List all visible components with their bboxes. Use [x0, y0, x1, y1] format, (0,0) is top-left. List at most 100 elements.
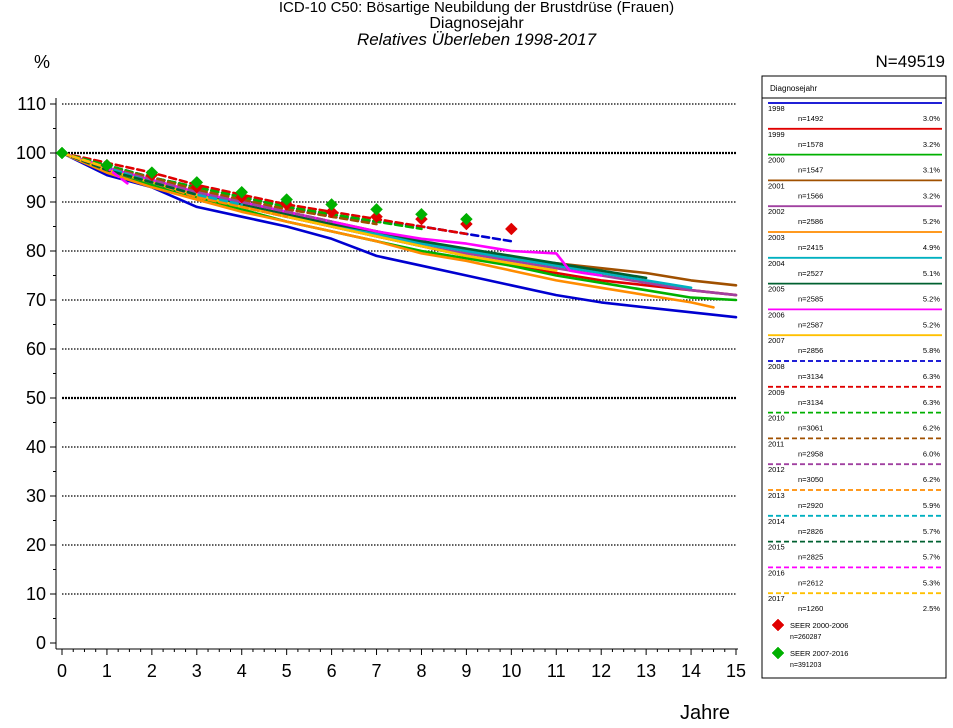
legend-count: n=2586	[798, 217, 823, 226]
chart-title-block: ICD-10 C50: Bösartige Neubildung der Bru…	[0, 0, 953, 48]
x-tick-label: 6	[327, 661, 337, 681]
seer-2007-2016-point	[415, 207, 428, 221]
y-tick-label: 0	[36, 633, 46, 653]
seer-markers	[55, 146, 518, 236]
legend-marker-count: n=260287	[790, 634, 821, 641]
seer-2000-2006-point	[504, 222, 518, 236]
legend-year: 2011	[768, 439, 784, 448]
legend-percent: 5.3%	[923, 578, 940, 587]
legend-count: n=2856	[798, 346, 823, 355]
y-tick-label: 50	[26, 388, 46, 408]
series-line-1998	[60, 151, 738, 319]
series-lines	[60, 151, 738, 319]
x-tick-label: 12	[591, 661, 611, 681]
legend-year: 2013	[768, 491, 785, 500]
legend-percent: 6.3%	[923, 398, 940, 407]
legend-marker-count: n=391203	[790, 662, 821, 669]
legend-percent: 5.2%	[923, 295, 940, 304]
y-axis-label: %	[34, 52, 51, 72]
legend-percent: 3.2%	[923, 191, 940, 200]
legend-count: n=2585	[798, 295, 823, 304]
legend-percent: 4.9%	[923, 243, 940, 252]
legend-count: n=2587	[798, 320, 823, 329]
total-count-label: N=49519	[875, 52, 945, 71]
x-tick-label: 15	[726, 661, 746, 681]
legend-year: 2002	[768, 207, 785, 216]
legend-percent: 5.1%	[923, 269, 940, 278]
legend-count: n=1547	[798, 166, 823, 175]
x-tick-label: 11	[547, 661, 566, 681]
legend-count: n=2825	[798, 553, 823, 562]
legend-percent: 3.0%	[923, 114, 940, 123]
legend-box	[761, 75, 947, 679]
legend-percent: 6.0%	[923, 449, 940, 458]
legend-year: 2009	[768, 388, 785, 397]
series-line-2003	[60, 151, 715, 309]
y-tick-label: 20	[26, 535, 46, 555]
legend-percent: 2.5%	[923, 604, 940, 613]
legend-count: n=1260	[798, 604, 823, 613]
legend-year: 2005	[768, 285, 785, 294]
legend-year: 1999	[768, 130, 785, 139]
legend-percent: 5.7%	[923, 553, 940, 562]
x-tick-label: 10	[501, 661, 521, 681]
y-tick-label: 110	[17, 94, 46, 114]
legend-marker-label: SEER 2007-2016	[790, 649, 848, 658]
legend-count: n=3050	[798, 475, 823, 484]
legend-percent: 3.1%	[923, 166, 940, 175]
x-tick-label: 7	[372, 661, 382, 681]
seer-2007-2016-point	[235, 185, 249, 199]
seer-2007-2016-point	[145, 166, 159, 179]
x-tick-label: 5	[282, 661, 292, 681]
legend-count: n=3134	[798, 398, 823, 407]
series-line-2009	[60, 151, 468, 236]
legend-year: 2000	[768, 156, 785, 165]
seer-2007-2016-point	[370, 202, 383, 216]
x-tick-label: 8	[416, 661, 426, 681]
legend-count: n=1566	[798, 191, 823, 200]
seer-2007-2016-point	[325, 198, 338, 211]
legend-count: n=2920	[798, 501, 823, 510]
legend-percent: 5.2%	[923, 217, 940, 226]
legend-count: n=1578	[798, 140, 823, 149]
legend-year: 2008	[768, 362, 785, 371]
legend-count: n=2958	[798, 449, 823, 458]
legend-percent: 6.3%	[923, 372, 940, 381]
chart-subtitle: Diagnosejahr	[429, 15, 524, 32]
legend-percent: 3.2%	[923, 140, 940, 149]
series-line-2001	[60, 151, 738, 287]
legend-count: n=2826	[798, 527, 823, 536]
legend-percent: 6.2%	[923, 475, 940, 484]
legend-year: 2016	[768, 568, 785, 577]
legend-year: 2006	[768, 310, 785, 319]
y-tick-label: 40	[26, 437, 46, 457]
legend-percent: 5.9%	[923, 501, 940, 510]
seer-2007-2016-point	[190, 176, 204, 189]
x-tick-label: 3	[192, 661, 202, 681]
y-tick-label: 100	[16, 143, 46, 163]
legend-title: Diagnosejahr	[770, 84, 817, 93]
legend-year: 2012	[768, 465, 785, 474]
seer-2000-2006-point	[370, 210, 383, 224]
legend-percent: 5.2%	[923, 320, 940, 329]
legend-marker-label: SEER 2000-2006	[790, 621, 848, 630]
grid-lines	[62, 103, 736, 595]
series-line-2010	[60, 151, 423, 231]
legend-count: n=3061	[798, 424, 823, 433]
legend-year: 1998	[768, 104, 785, 113]
seer-2007-2016-point	[55, 146, 69, 160]
x-tick-label: 14	[681, 661, 701, 681]
legend-count: n=2612	[798, 578, 823, 587]
legend-year: 2004	[768, 259, 785, 268]
series-line-2017	[60, 151, 109, 169]
x-tick-label: 13	[636, 661, 656, 681]
chart-title: ICD-10 C50: Bösartige Neubildung der Bru…	[278, 0, 675, 16]
y-tick-label: 70	[26, 290, 46, 310]
x-tick-label: 1	[102, 661, 112, 681]
legend-count: n=2415	[798, 243, 823, 252]
y-tick-label: 30	[26, 486, 46, 506]
x-axis-label: Jahre	[680, 702, 731, 724]
legend-count: n=2527	[798, 269, 823, 278]
